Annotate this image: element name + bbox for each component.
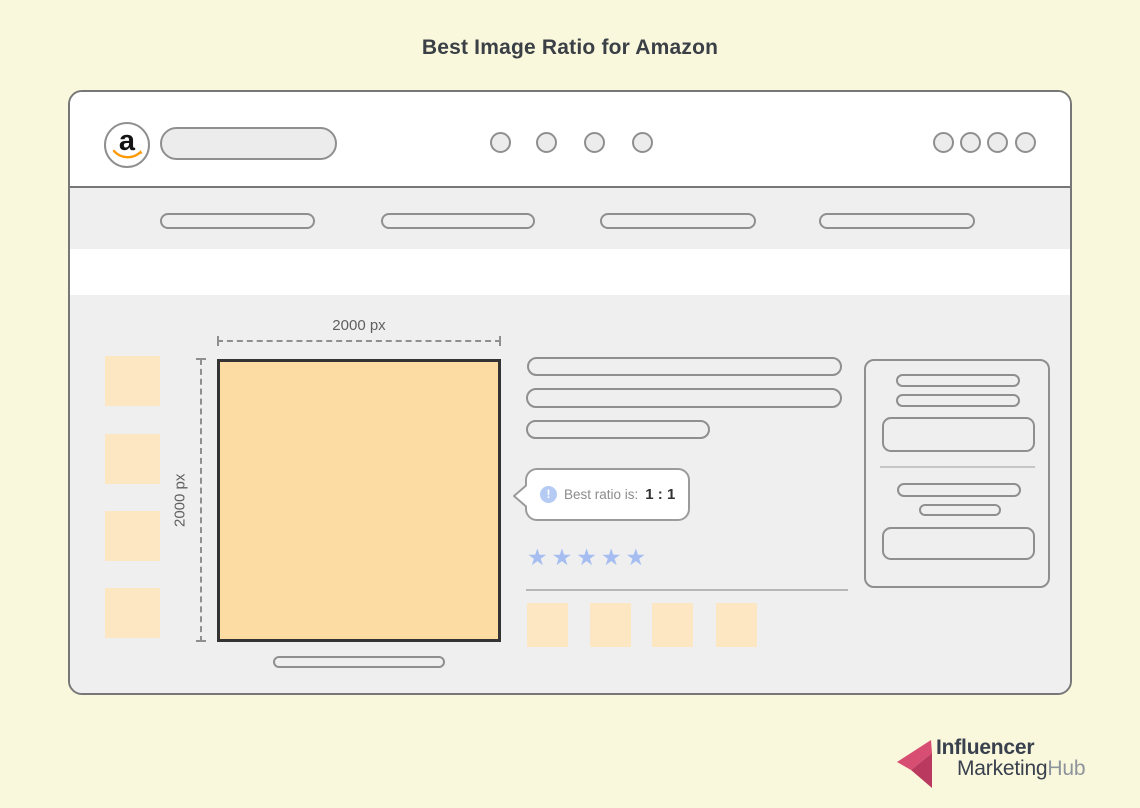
gallery-thumbnail-placeholder [590, 603, 631, 647]
buy-box-panel [864, 359, 1050, 588]
thumbnail-placeholder [105, 356, 160, 406]
amazon-logo: a [104, 122, 150, 168]
brand-word-marketinghub: MarketingHub [957, 757, 1086, 781]
button-placeholder [882, 527, 1035, 560]
star-rating-icons: ★★★★★ [527, 544, 651, 570]
dimension-tick [196, 640, 206, 642]
info-icon: ! [540, 486, 557, 503]
tooltip-label: Best ratio is: [564, 487, 639, 502]
gallery-thumbnail-placeholder [652, 603, 693, 647]
account-circle-icon [1015, 132, 1036, 153]
brand-word-hub: Hub [1047, 757, 1086, 780]
thumbnail-placeholder [105, 434, 160, 484]
thumbnail-placeholder [105, 511, 160, 561]
section-divider [526, 589, 848, 591]
account-circle-icon [960, 132, 981, 153]
browser-mockup: a [68, 90, 1072, 695]
text-line-placeholder [896, 394, 1020, 407]
browser-navbar [70, 188, 1070, 249]
product-image-placeholder [217, 359, 501, 642]
browser-topbar: a [70, 92, 1070, 188]
account-circle-icon [933, 132, 954, 153]
amazon-letter: a [118, 125, 136, 157]
dimension-tick [196, 358, 206, 360]
gallery-thumbnail-placeholder [716, 603, 757, 647]
text-line-placeholder [526, 420, 710, 439]
caption-line-placeholder [273, 656, 445, 668]
text-line-placeholder [526, 388, 842, 408]
tooltip-pointer-icon [513, 482, 531, 510]
dimension-tick [217, 336, 219, 346]
tooltip-value: 1 : 1 [645, 486, 676, 503]
button-placeholder [882, 417, 1035, 452]
nav-menu-placeholder [160, 213, 315, 229]
ratio-tooltip: ! Best ratio is: 1 : 1 [513, 468, 690, 521]
brand-arrow-icon [897, 740, 932, 788]
brand-logo: Influencer MarketingHub [897, 736, 1107, 792]
gallery-thumbnail-placeholder [527, 603, 568, 647]
nav-menu-placeholder [819, 213, 975, 229]
breadcrumb-strip [70, 249, 1070, 295]
nav-circle-icon [632, 132, 653, 153]
nav-menu-placeholder [600, 213, 756, 229]
product-page-area: 2000 px 2000 px ! Best ratio [70, 295, 1070, 693]
amazon-smile-icon [112, 149, 143, 159]
width-dimension-label: 2000 px [332, 317, 386, 334]
nav-circle-icon [584, 132, 605, 153]
panel-divider [880, 466, 1035, 468]
page-title: Best Image Ratio for Amazon [421, 36, 719, 59]
thumbnail-placeholder [105, 588, 160, 638]
height-dimension-line [200, 359, 202, 642]
dimension-tick [499, 336, 501, 346]
width-dimension-line [217, 340, 501, 342]
brand-word-influencer: Influencer [936, 736, 1035, 759]
nav-circle-icon [536, 132, 557, 153]
brand-word-marketing: Marketing [957, 757, 1048, 780]
nav-menu-placeholder [381, 213, 535, 229]
search-bar-placeholder [160, 127, 337, 160]
account-circle-icon [987, 132, 1008, 153]
nav-circle-icon [490, 132, 511, 153]
text-line-placeholder [919, 504, 1001, 516]
height-dimension-label: 2000 px [171, 473, 189, 528]
text-line-placeholder [897, 483, 1021, 497]
text-line-placeholder [896, 374, 1020, 387]
text-line-placeholder [527, 357, 842, 376]
